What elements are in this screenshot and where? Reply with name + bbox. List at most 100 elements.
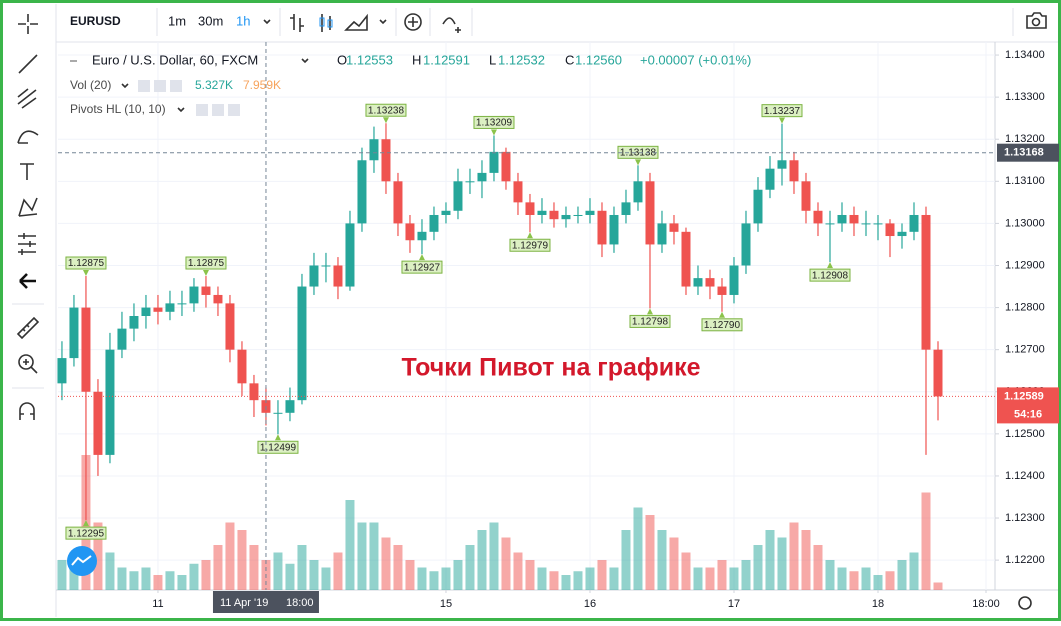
y-tick-label: 1.13400 [1005,49,1045,61]
volume-bar [717,560,727,590]
candle-body [477,172,487,182]
interval[interactable]: 1m [168,13,186,28]
volume-pane [57,455,943,590]
pivot-marker [718,311,725,318]
back-tool[interactable] [19,273,36,289]
volume-bar [681,552,691,590]
pivot-marker [826,262,833,269]
volume-bar [753,545,763,590]
candle-body [489,151,499,173]
volume-bar [441,567,451,590]
volume-bar [297,545,307,590]
volume-bar [357,522,367,590]
volume-bar [225,522,235,590]
volume-bar [321,567,331,590]
candle-body [333,265,343,287]
fib-tool[interactable] [17,88,37,109]
volume-bar [165,571,175,590]
crosshair-tool[interactable] [18,14,38,34]
interval[interactable]: 30m [198,13,223,28]
y-tick-label: 1.13000 [1005,217,1045,229]
y-tick-label: 1.12200 [1005,554,1045,566]
candle-body [609,214,619,245]
candle-body [885,223,895,237]
x-tick-label: 15 [440,598,452,610]
y-tick-label: 1.12900 [1005,259,1045,271]
candle-body [549,210,559,220]
indicator-name[interactable]: Pivots HL (10, 10) [70,102,166,116]
snapshot[interactable] [1026,12,1047,29]
candle-body [141,307,151,316]
brush-tool[interactable] [17,130,39,144]
volume-bar [345,500,355,590]
candle-body [309,265,319,287]
pivot-label-box [509,238,551,252]
candles [57,123,943,521]
pivot-marker [490,129,497,136]
candle-body [921,214,931,350]
volume-bar [741,560,751,590]
volume-bar [393,545,403,590]
pivot-marker [82,270,89,277]
indicator-value: 7.959K [243,78,281,92]
zoom-tool[interactable] [18,354,34,370]
bar-style[interactable] [290,14,304,32]
candle-body [225,303,235,350]
pivot-marker [382,117,389,124]
indicators[interactable] [442,17,461,33]
volume-bar [801,530,811,590]
volume-bar [669,537,679,590]
pattern-tool[interactable] [18,197,38,217]
volume-bar [405,560,415,590]
settings[interactable] [1018,596,1032,610]
prediction-tool[interactable] [18,233,36,255]
candle-body [657,223,667,245]
compare[interactable] [404,13,422,31]
pivot-marker [82,520,89,527]
ruler-tool[interactable] [16,316,40,340]
pivot-label: 1.13209 [476,118,513,129]
area-style[interactable] [344,13,368,31]
indicator-value: 5.327K [195,78,233,92]
candle-body [105,349,115,455]
candle-style[interactable] [321,14,331,32]
text-tool[interactable] [20,163,34,180]
candle-body [285,400,295,413]
magnet-tool[interactable] [19,402,35,420]
pivot-marker [526,232,533,239]
volume-bar [417,567,427,590]
candle-body [561,214,571,220]
crosshair-price-box [997,143,1059,162]
interval[interactable]: 1h [236,13,250,28]
volume-bar [117,567,127,590]
x-tick-label: 18 [872,598,884,610]
symbol[interactable]: EURUSD [70,14,121,28]
candle-body [93,391,103,455]
volume-bar [621,530,631,590]
candle-body [669,223,679,232]
candle-body [237,349,247,384]
volume-bar [909,552,919,590]
pivot-label: 1.13238 [368,105,405,116]
pivot-label-box [473,115,515,129]
pivot-label-box [617,145,659,159]
candle-body [573,214,583,216]
trendline-tool[interactable] [18,54,38,74]
ohlc-label: L [489,52,496,67]
volume-bar [129,571,139,590]
volume-bar [873,575,883,590]
candle-body [57,358,67,384]
volume-bar [501,537,511,590]
indicator-name[interactable]: Vol (20) [70,78,111,92]
y-tick-label: 1.12500 [1005,428,1045,440]
crosshair-time-box [212,591,319,613]
volume-bar [525,560,535,590]
candle-body [417,231,427,241]
pivot-label-box [257,440,299,454]
volume-bar [849,571,859,590]
last-price: 1.12589 [1004,390,1044,402]
volume-bar [729,567,739,590]
candle-body [117,328,127,350]
